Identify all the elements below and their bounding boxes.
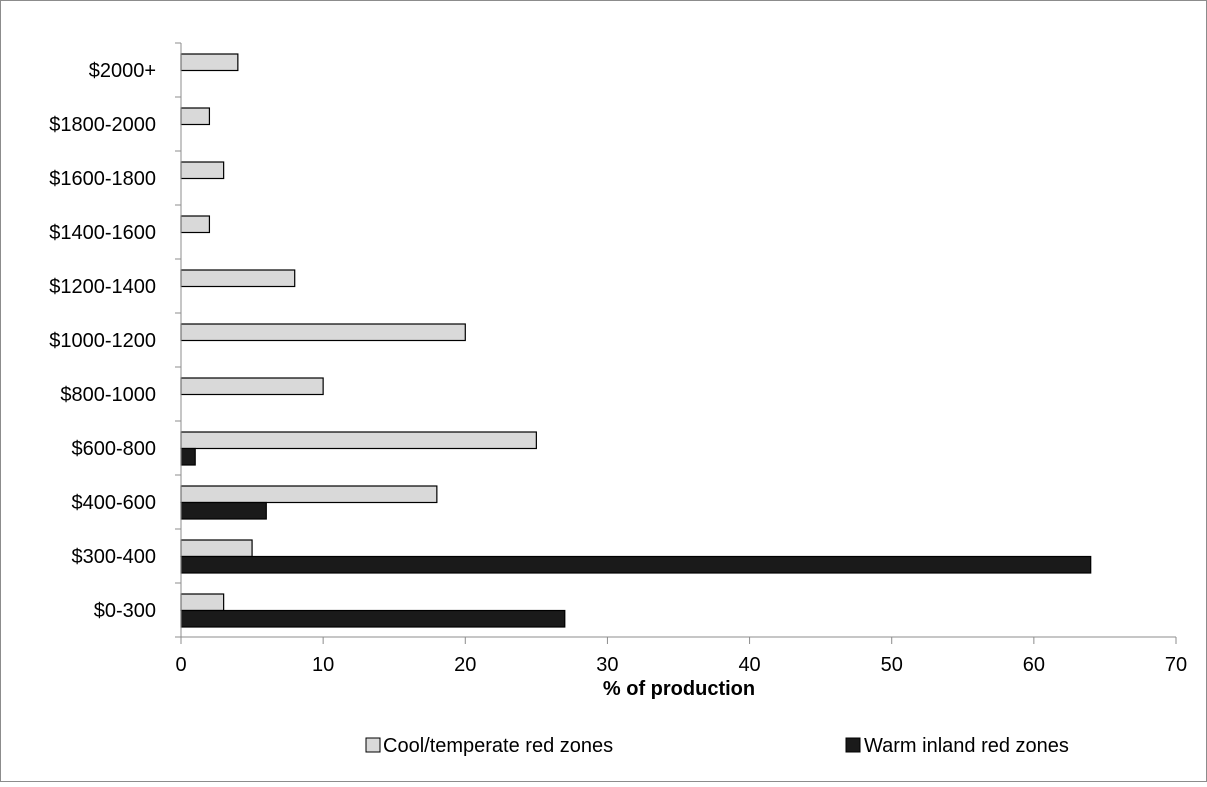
legend: Cool/temperate red zones Warm inland red… bbox=[365, 735, 1069, 757]
bars-layer bbox=[180, 53, 1092, 628]
y-tick-label: $1200-1400 bbox=[49, 276, 156, 298]
bar-cool-temperate-red-zones-2000 bbox=[180, 53, 239, 72]
bar-cool-temperate-red-zones-1400-1600 bbox=[180, 215, 211, 234]
bar-cool-temperate-red-zones-400-600 bbox=[180, 485, 438, 504]
bar-warm-inland-red-zones-400-600 bbox=[180, 501, 267, 520]
legend-swatch-warm-inland bbox=[845, 737, 861, 753]
x-axis-title: % of production bbox=[603, 678, 755, 700]
bar-cool-temperate-red-zones-300-400 bbox=[180, 539, 253, 558]
y-tick-label: $0-300 bbox=[94, 600, 156, 622]
legend-label-cool-temperate: Cool/temperate red zones bbox=[383, 735, 613, 757]
bar-cool-temperate-red-zones-600-800 bbox=[180, 431, 537, 450]
y-tick-label: $300-400 bbox=[71, 546, 156, 568]
bar-cool-temperate-red-zones-1200-1400 bbox=[180, 269, 296, 288]
x-tick-label: 50 bbox=[881, 654, 903, 676]
bar-cool-temperate-red-zones-0-300 bbox=[180, 593, 225, 612]
bar-warm-inland-red-zones-300-400 bbox=[180, 555, 1092, 574]
y-tick-label: $1800-2000 bbox=[49, 114, 156, 136]
axes-layer bbox=[175, 42, 1177, 644]
x-tick-label: 10 bbox=[312, 654, 334, 676]
legend-swatch-cool-temperate bbox=[365, 737, 381, 753]
bar-cool-temperate-red-zones-1800-2000 bbox=[180, 107, 211, 126]
bar-cool-temperate-red-zones-800-1000 bbox=[180, 377, 324, 396]
x-tick-label: 20 bbox=[454, 654, 476, 676]
y-tick-label: $400-600 bbox=[71, 492, 156, 514]
y-tick-label: $1400-1600 bbox=[49, 222, 156, 244]
x-tick-label: 0 bbox=[175, 654, 186, 676]
bar-cool-temperate-red-zones-1000-1200 bbox=[180, 323, 466, 342]
y-tick-label: $1000-1200 bbox=[49, 330, 156, 352]
x-tick-label: 40 bbox=[738, 654, 760, 676]
labels-layer: $0-300 $300-400 $400-600 $600-800 $800-1000 $… bbox=[49, 60, 1187, 676]
y-tick-label: $2000+ bbox=[89, 60, 156, 82]
legend-label-warm-inland: Warm inland red zones bbox=[864, 735, 1069, 757]
y-tick-label: $1600-1800 bbox=[49, 168, 156, 190]
bar-cool-temperate-red-zones-1600-1800 bbox=[180, 161, 225, 180]
y-tick-label: $600-800 bbox=[71, 438, 156, 460]
y-tick-label: $800-1000 bbox=[60, 384, 156, 406]
bar-warm-inland-red-zones-0-300 bbox=[180, 609, 566, 628]
x-tick-label: 30 bbox=[596, 654, 618, 676]
x-tick-label: 60 bbox=[1023, 654, 1045, 676]
bar-warm-inland-red-zones-600-800 bbox=[180, 447, 196, 466]
x-tick-label: 70 bbox=[1165, 654, 1187, 676]
